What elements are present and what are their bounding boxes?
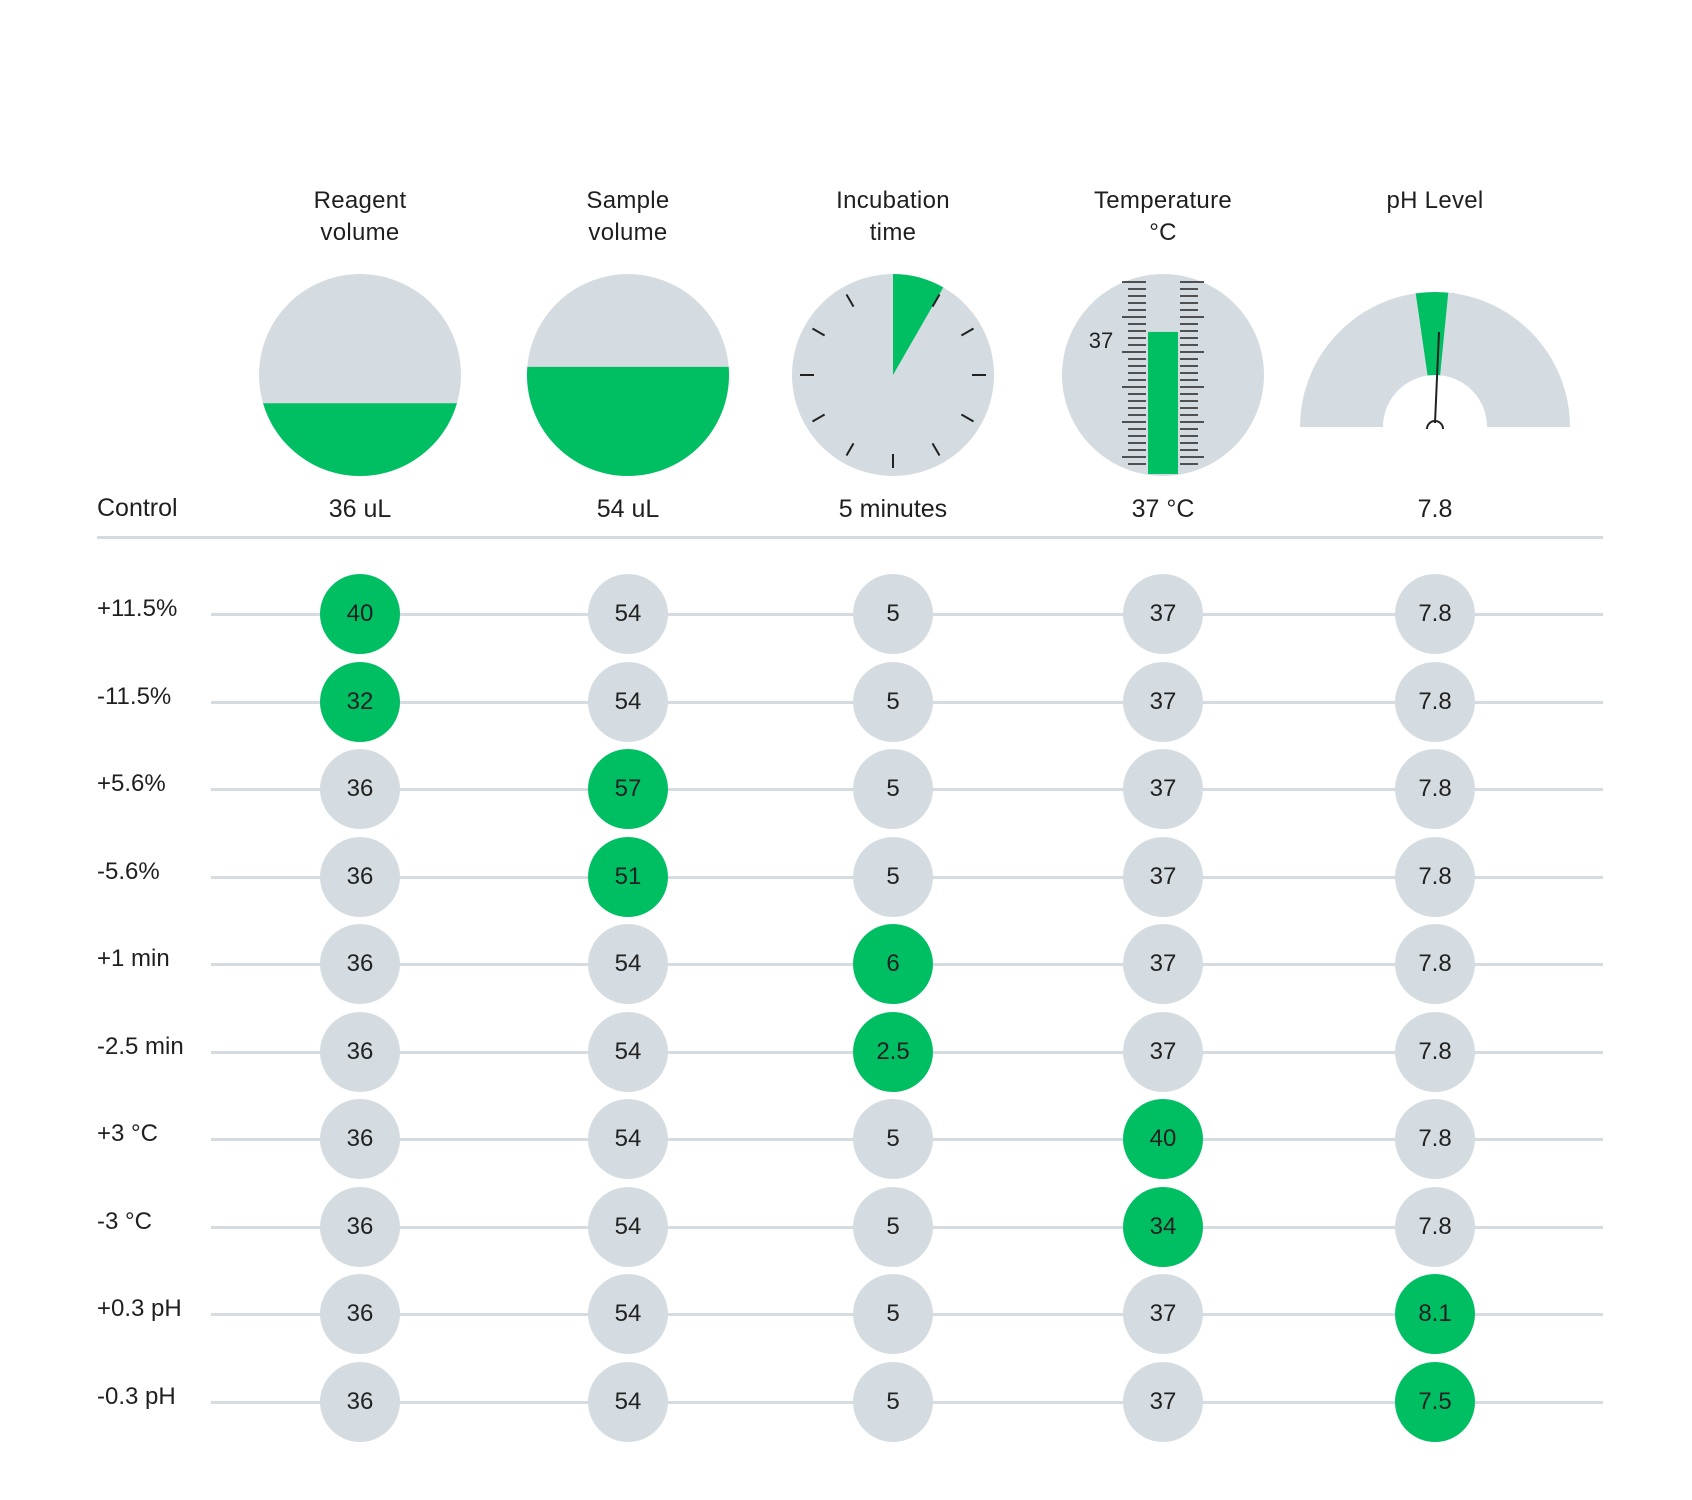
changed-value-dot: 8.1 — [1395, 1274, 1475, 1354]
changed-value-dot: 32 — [320, 661, 400, 742]
half-filled-circle-icon — [259, 274, 461, 476]
value-dot: 54 — [588, 1011, 668, 1092]
row-label: -2.5 min — [97, 1032, 184, 1060]
value-dot: 7.8 — [1395, 924, 1475, 1004]
value-dot: 7.8 — [1395, 749, 1475, 829]
value-dot: 37 — [1123, 574, 1203, 654]
column-title-line: time — [869, 219, 917, 246]
row-label: -3 °C — [97, 1207, 152, 1235]
value-dot: 7.8 — [1395, 1011, 1475, 1092]
row-label: -5.6% — [97, 857, 160, 885]
column-title-reagent: Reagent volume — [240, 185, 480, 249]
value-dot: 36 — [320, 1186, 400, 1267]
changed-value-dot: 2.5 — [853, 1011, 933, 1092]
column-title-line: volume — [320, 219, 400, 246]
changed-value-dot: 40 — [320, 574, 400, 654]
header-divider — [97, 536, 1603, 539]
value-dot: 54 — [588, 1099, 668, 1179]
value-dot: 5 — [853, 1186, 933, 1267]
value-dot: 37 — [1123, 1361, 1203, 1442]
value-dot: 54 — [588, 574, 668, 654]
value-dot: 36 — [320, 1011, 400, 1092]
column-title-line: Temperature — [1093, 187, 1233, 214]
value-dot: 7.8 — [1395, 836, 1475, 917]
value-dot: 5 — [853, 1361, 933, 1442]
column-title-incubation: Incubation time — [773, 185, 1013, 249]
value-dot: 7.8 — [1395, 574, 1475, 654]
value-dot: 5 — [853, 661, 933, 742]
control-value-temperature: 37 °C — [1131, 495, 1195, 523]
value-dot: 37 — [1123, 749, 1203, 829]
value-dot: 5 — [853, 1274, 933, 1354]
value-dot: 54 — [588, 924, 668, 1004]
column-title-line: Incubation — [836, 187, 950, 214]
thermometer-icon: 37 — [1062, 274, 1264, 476]
value-dot: 5 — [853, 574, 933, 654]
value-dot: 36 — [320, 749, 400, 829]
control-value-sample: 54 uL — [596, 495, 660, 523]
row-label: +3 °C — [97, 1120, 158, 1147]
changed-value-dot: 34 — [1123, 1186, 1203, 1267]
changed-value-dot: 57 — [588, 749, 668, 829]
value-dot: 54 — [588, 1186, 668, 1267]
changed-value-dot: 51 — [588, 836, 668, 917]
thermometer-scale-label: 37 — [1089, 328, 1113, 353]
value-dot: 36 — [320, 1361, 400, 1442]
gauge-icon — [1300, 292, 1570, 430]
value-dot: 37 — [1123, 836, 1203, 917]
row-label: +1 min — [97, 945, 170, 972]
column-title-line: Sample — [586, 187, 670, 214]
value-dot: 7.8 — [1395, 661, 1475, 742]
column-title-temperature: Temperature °C — [1043, 185, 1283, 249]
value-dot: 37 — [1123, 1011, 1203, 1092]
value-dot: 54 — [588, 1361, 668, 1442]
row-label: +11.5% — [97, 595, 178, 622]
column-title-line: pH Level — [1386, 187, 1484, 214]
value-dot: 36 — [320, 924, 400, 1004]
value-dot: 7.8 — [1395, 1099, 1475, 1179]
control-value-reagent: 36 uL — [328, 495, 392, 523]
value-dot: 36 — [320, 1099, 400, 1179]
column-title-sample: Sample volume — [508, 185, 748, 249]
changed-value-dot: 6 — [853, 924, 933, 1004]
control-value-incubation: 5 minutes — [838, 495, 948, 523]
row-label: +0.3 pH — [97, 1295, 182, 1322]
value-dot: 37 — [1123, 1274, 1203, 1354]
changed-value-dot: 40 — [1123, 1099, 1203, 1179]
changed-value-dot: 7.5 — [1395, 1361, 1475, 1442]
column-title-ph: pH Level — [1315, 185, 1555, 217]
value-dot: 36 — [320, 836, 400, 917]
value-dot: 5 — [853, 836, 933, 917]
control-value-ph: 7.8 — [1417, 495, 1453, 523]
value-dot: 7.8 — [1395, 1186, 1475, 1267]
value-dot: 37 — [1123, 661, 1203, 742]
row-label: +5.6% — [97, 770, 166, 797]
column-title-line: Reagent — [313, 187, 407, 214]
control-label: Control — [97, 494, 178, 522]
row-label: -0.3 pH — [97, 1382, 176, 1410]
row-label: -11.5% — [97, 682, 172, 710]
value-dot: 54 — [588, 1274, 668, 1354]
value-dot: 5 — [853, 1099, 933, 1179]
column-title-line: volume — [588, 219, 668, 246]
value-dot: 5 — [853, 749, 933, 829]
value-dot: 37 — [1123, 924, 1203, 1004]
value-dot: 54 — [588, 661, 668, 742]
value-dot: 36 — [320, 1274, 400, 1354]
clock-icon — [792, 274, 994, 476]
half-filled-circle-icon — [527, 274, 729, 477]
column-title-line: °C — [1149, 219, 1177, 246]
